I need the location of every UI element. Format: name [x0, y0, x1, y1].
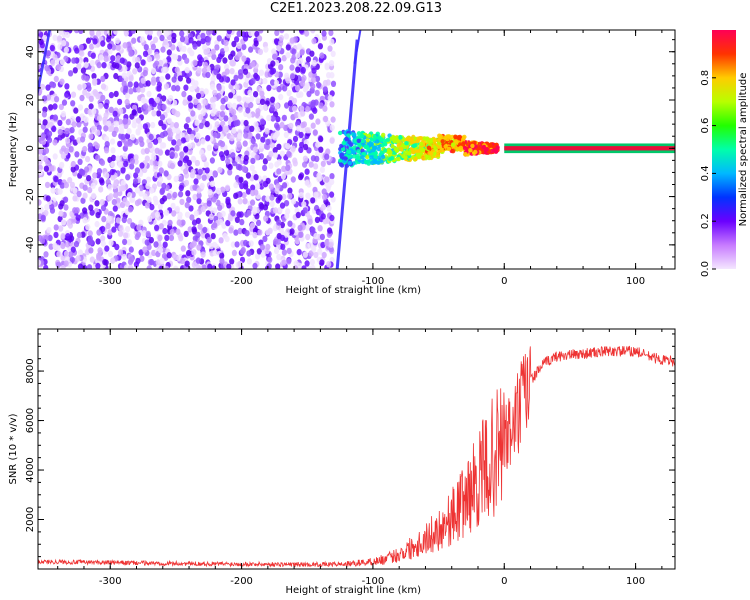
y-tick-label: 4000 — [25, 457, 36, 482]
x-tick-label: 0 — [501, 576, 507, 587]
x-tick-label: -100 — [362, 276, 385, 287]
y-tick-label: 6000 — [25, 408, 36, 433]
y-tick-label: 0 — [25, 145, 36, 151]
x-tick-label: 100 — [626, 576, 645, 587]
y-axis-label: SNR (10 * v/v) — [8, 413, 19, 484]
x-axis-label: Height of straight line (km) — [285, 585, 421, 596]
colorbar-label: Normalized spectral amplitude — [738, 73, 749, 227]
x-tick-label: -100 — [362, 576, 385, 587]
snr-series-line — [38, 345, 675, 568]
y-tick-label: 2000 — [25, 507, 36, 532]
x-tick-label: -300 — [99, 576, 122, 587]
y-tick-label: -40 — [25, 237, 36, 253]
x-tick-label: -200 — [230, 276, 253, 287]
colorbar: 0.0 0.2 0.4 0.6 0.8 Normalized spectral ampli… — [700, 30, 749, 277]
colorbar-tick-label: 0.8 — [700, 70, 711, 86]
snr-panel: -300 -200 -100 0 100 2000 4000 6000 8000 Height o… — [8, 328, 676, 596]
colorbar-tick-label: 0.0 — [700, 261, 711, 277]
x-tick-label: 0 — [501, 276, 507, 287]
colorbar-tick-label: 0.2 — [700, 213, 711, 229]
x-axis-label: Height of straight line (km) — [285, 285, 421, 296]
colorbar-tick-label: 0.6 — [700, 118, 711, 134]
x-tick-label: 100 — [626, 276, 645, 287]
y-tick-label: -20 — [25, 188, 36, 204]
x-tick-label: -200 — [230, 576, 253, 587]
y-axis-label: Frequency (Hz) — [8, 112, 19, 188]
x-tick-label: -300 — [99, 276, 122, 287]
y-tick-label: 8000 — [25, 358, 36, 383]
chart-title: C2E1.2023.208.22.09.G13 — [269, 1, 443, 16]
colorbar-tick-label: 0.4 — [700, 165, 711, 181]
y-tick-label: 40 — [25, 45, 36, 58]
y-tick-label: 20 — [25, 94, 36, 107]
